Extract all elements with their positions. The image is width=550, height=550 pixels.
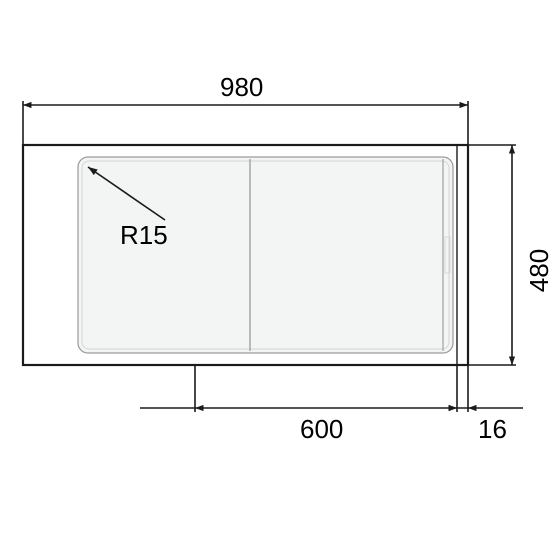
dimension-label-inner-width: 600 [300, 414, 343, 445]
technical-drawing: 980 600 16 480 R15 [0, 0, 550, 550]
dimension-label-width: 980 [220, 72, 263, 103]
dimension-label-height: 480 [524, 249, 550, 292]
dimension-label-margin: 16 [478, 414, 507, 445]
drawing-svg [0, 0, 550, 550]
dimension-label-radius: R15 [120, 220, 168, 251]
